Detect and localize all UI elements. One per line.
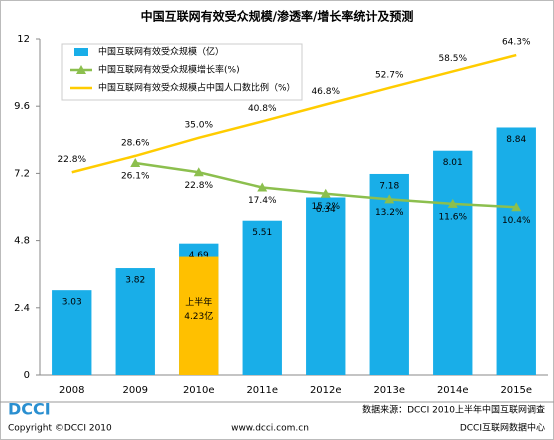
y-tick-label: 0 [24, 370, 30, 381]
point-label: 15.2% [311, 202, 340, 212]
point-label: 28.6% [121, 138, 150, 148]
point [320, 188, 331, 198]
point-label: 46.8% [311, 87, 340, 97]
point-label: 11.6% [438, 212, 467, 222]
point-label: 10.4% [502, 216, 531, 226]
point-label: 52.7% [375, 70, 404, 80]
bar [369, 173, 409, 375]
y-tick-label: 7.2 [14, 168, 30, 179]
bar-value-label: 5.51 [252, 228, 272, 238]
legend-label: 中国互联网有效受众规模增长率(%) [98, 64, 240, 76]
copyright: Copyright ©DCCI 2010 [8, 424, 112, 434]
x-tick-label: 2014e [437, 385, 469, 396]
inset-value-label: 4.23亿 [184, 310, 213, 322]
bar [242, 220, 282, 375]
point [384, 194, 395, 204]
x-tick-label: 2009 [123, 385, 148, 396]
x-tick-label: 2008 [59, 385, 84, 396]
point [130, 157, 141, 167]
legend-marker [76, 65, 86, 74]
legend-label: 中国互联网有效受众规模（亿） [98, 46, 224, 58]
x-tick-label: 2010e [183, 385, 215, 396]
bar [496, 127, 536, 375]
bar-value-label: 3.03 [62, 298, 82, 308]
x-tick-label: 2012e [310, 385, 342, 396]
y-tick-label: 9.6 [14, 101, 30, 112]
point-label: 22.8% [57, 155, 86, 165]
point [447, 198, 458, 208]
point [257, 182, 268, 192]
legend-box [61, 43, 303, 101]
inset-bar [179, 256, 219, 375]
y-tick-label: 2.4 [14, 303, 30, 314]
x-tick-label: 2011e [246, 385, 278, 396]
point-label: 26.1% [121, 171, 150, 181]
point-label: 22.8% [184, 181, 213, 191]
y-tick-label: 12 [17, 34, 30, 45]
source: 数据来源：DCCI 2010上半年中国互联网调查 [362, 404, 545, 416]
chart-title: 中国互联网有效受众规模/渗透率/增长率统计及预测 [141, 9, 414, 24]
legend-label: 中国互联网有效受众规模占中国人口数比例（%） [98, 82, 296, 94]
point-label: 64.3% [502, 38, 531, 48]
line [71, 53, 517, 174]
point-label: 35.0% [184, 120, 213, 130]
point-label: 40.8% [248, 104, 277, 114]
point-label: 17.4% [248, 196, 277, 206]
bar-value-label: 3.82 [125, 276, 145, 286]
legend-swatch [74, 48, 88, 56]
x-tick-label: 2013e [373, 385, 405, 396]
bar-value-label: 8.84 [506, 135, 526, 145]
y-tick-label: 4.8 [14, 236, 30, 247]
bar-value-label: 6.34 [316, 205, 336, 215]
x-tick-label: 2015e [500, 385, 532, 396]
point [511, 202, 522, 212]
point-label: 58.5% [438, 54, 467, 64]
bar-value-label: 8.01 [443, 158, 463, 168]
bar [115, 268, 155, 375]
website: www.dcci.com.cn [231, 424, 309, 434]
logo: DCCI [8, 400, 51, 419]
bar-value-label: 7.18 [379, 181, 399, 191]
point-label: 13.2% [375, 208, 404, 218]
point [193, 167, 204, 177]
inset-name: 上半年 [185, 296, 212, 308]
bar [433, 150, 473, 375]
bar-value-label: 4.69 [189, 251, 209, 261]
bar [52, 290, 92, 375]
bar [306, 197, 346, 375]
org: DCCI互联网数据中心 [460, 422, 545, 434]
